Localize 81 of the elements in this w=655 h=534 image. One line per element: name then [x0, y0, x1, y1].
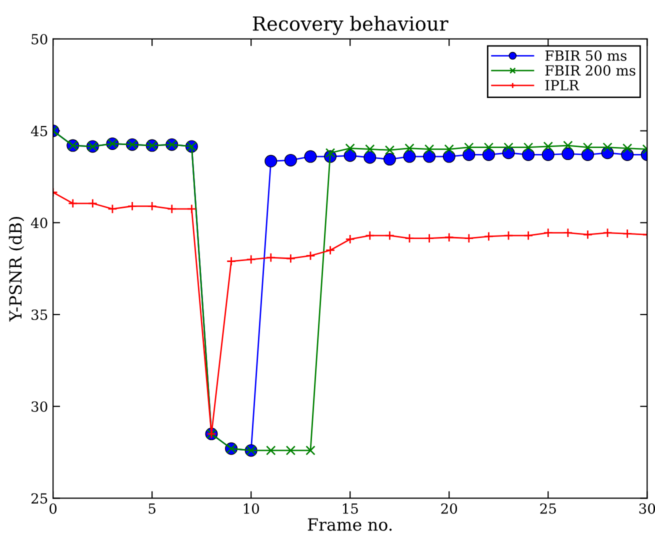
point: [226, 256, 236, 266]
point: [384, 230, 395, 240]
point: [345, 234, 355, 244]
point: [543, 228, 553, 238]
point: [582, 230, 593, 240]
point: [622, 228, 632, 239]
point: [464, 142, 474, 152]
point: [108, 204, 118, 214]
point: [424, 144, 434, 154]
y-tick-label: 50: [32, 34, 48, 44]
x-axis-title: Frame no.: [308, 518, 392, 531]
x-tick-label: 25: [540, 503, 556, 514]
point: [602, 228, 612, 238]
point: [246, 254, 256, 264]
y-tick-label: 40: [30, 218, 48, 228]
x-tick-label: 0: [50, 503, 57, 514]
point: [264, 154, 278, 168]
point: [523, 142, 534, 152]
point: [462, 148, 476, 161]
point: [306, 446, 316, 456]
point: [504, 230, 514, 240]
point: [88, 198, 98, 208]
point: [582, 142, 593, 152]
point: [482, 148, 495, 161]
point: [444, 232, 454, 242]
point: [622, 143, 632, 154]
point: [325, 148, 336, 158]
point: [284, 154, 297, 166]
y-tick-label: 35: [32, 309, 48, 320]
point: [542, 148, 554, 161]
chart-title: Recovery behaviour: [252, 16, 448, 35]
point: [365, 144, 375, 154]
legend-label: FBIR 200 ms: [545, 65, 636, 76]
point: [523, 230, 534, 240]
point: [602, 142, 612, 152]
point: [286, 446, 296, 456]
legend-label: IPLR: [545, 80, 580, 90]
point: [522, 148, 535, 161]
point: [384, 145, 395, 155]
point: [581, 148, 594, 161]
point: [345, 143, 355, 154]
point: [484, 142, 494, 152]
point: [424, 233, 434, 244]
point: [464, 233, 474, 244]
point: [562, 148, 574, 160]
x-tick-label: 15: [342, 503, 358, 514]
point: [68, 198, 78, 208]
point: [266, 446, 276, 456]
point: [186, 204, 197, 214]
point: [325, 245, 336, 256]
point: [543, 142, 553, 152]
point: [344, 149, 356, 162]
point: [383, 153, 396, 166]
point: [403, 150, 416, 163]
point: [484, 232, 494, 242]
point: [365, 230, 375, 240]
point: [442, 150, 456, 163]
y-tick-label: 25: [31, 493, 48, 504]
point: [404, 143, 414, 154]
point: [306, 250, 316, 261]
point: [304, 150, 317, 163]
point: [404, 233, 414, 244]
y-axis-title: Y-PSNR (dB): [8, 217, 24, 322]
point: [423, 150, 436, 163]
point: [444, 144, 454, 154]
point: [167, 204, 177, 214]
x-tick-label: 20: [441, 503, 458, 514]
x-tick-label: 30: [639, 503, 655, 514]
point: [563, 140, 573, 150]
point: [286, 254, 296, 264]
point: [127, 201, 138, 212]
point: [504, 142, 514, 152]
x-tick-label: 5: [148, 504, 156, 514]
legend-label: FBIR 50 ms: [545, 50, 626, 61]
point: [364, 151, 376, 164]
y-tick-label: 30: [32, 401, 48, 412]
point: [147, 201, 157, 212]
y-tick-label: 45: [30, 126, 48, 136]
point: [266, 252, 276, 262]
x-tick-label: 10: [244, 503, 259, 514]
point: [563, 228, 573, 238]
